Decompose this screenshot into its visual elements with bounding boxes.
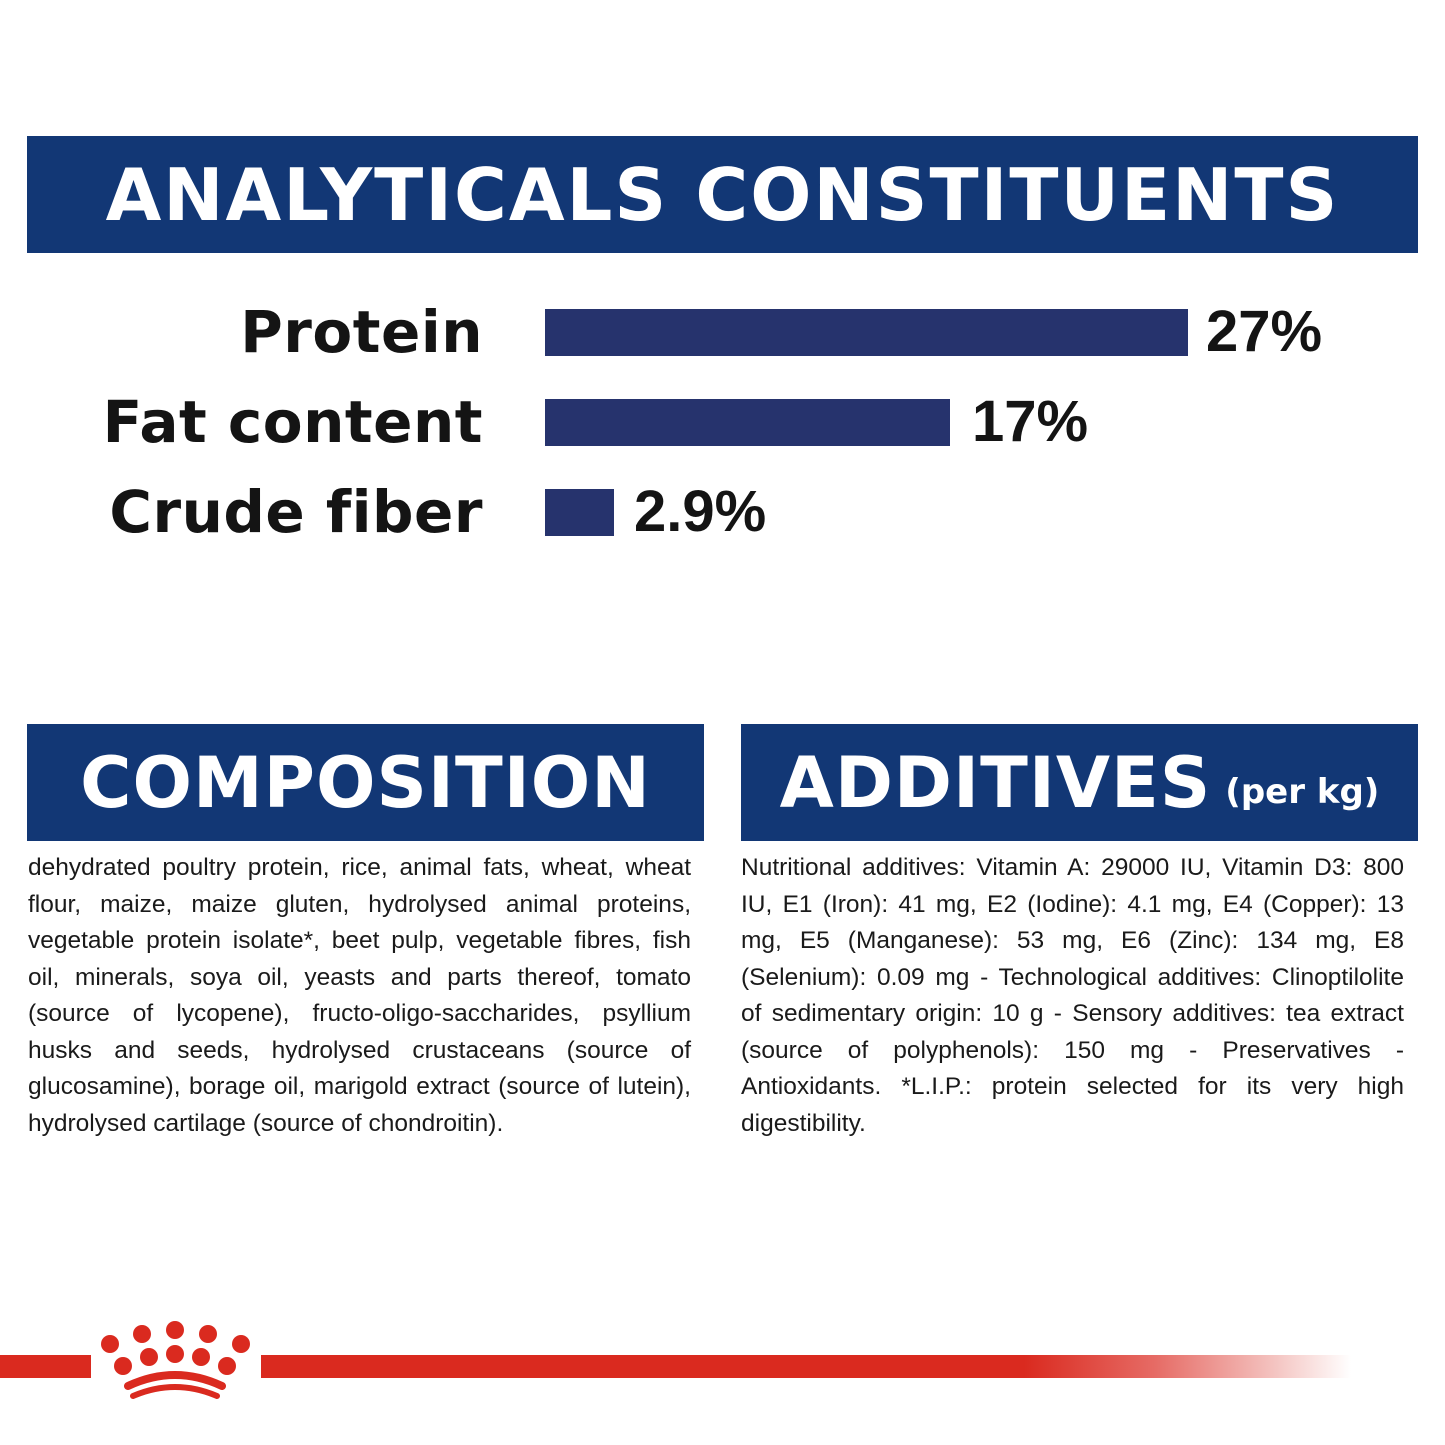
row-label: Crude fiber bbox=[109, 478, 483, 546]
crown-logo-icon bbox=[101, 1321, 250, 1399]
bar-fat-content bbox=[545, 399, 950, 446]
row-value: 27% bbox=[1206, 299, 1323, 364]
row-value: 17% bbox=[972, 389, 1089, 454]
footer-line-right bbox=[261, 1355, 1351, 1378]
analytical-title: ANALYTICALS CONSTITUENTS bbox=[105, 152, 1340, 237]
composition-title: COMPOSITION bbox=[80, 741, 651, 824]
chart-row-protein: Protein 27% bbox=[0, 298, 1445, 366]
analytical-constituents-banner: ANALYTICALS CONSTITUENTS bbox=[27, 136, 1418, 253]
additives-title: ADDITIVES bbox=[779, 741, 1212, 824]
row-label: Fat content bbox=[102, 388, 483, 456]
footer-line-left bbox=[0, 1355, 91, 1378]
composition-banner: COMPOSITION bbox=[27, 724, 704, 841]
row-label: Protein bbox=[240, 298, 483, 366]
composition-text: dehydrated poultry protein, rice, animal… bbox=[28, 854, 691, 1137]
bar-crude-fiber bbox=[545, 489, 614, 536]
additives-banner: ADDITIVES (per kg) bbox=[741, 724, 1418, 841]
row-value: 2.9% bbox=[634, 479, 767, 544]
bar-protein bbox=[545, 309, 1188, 356]
additives-text: Nutritional additives: Vitamin A: 29000 … bbox=[741, 854, 1404, 1137]
additives-subtitle: (per kg) bbox=[1225, 771, 1380, 812]
chart-row-fat-content: Fat content 17% bbox=[0, 388, 1445, 456]
chart-row-crude-fiber: Crude fiber 2.9% bbox=[0, 478, 1445, 546]
